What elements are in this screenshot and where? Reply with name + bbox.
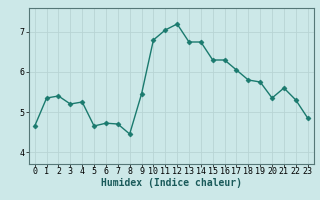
X-axis label: Humidex (Indice chaleur): Humidex (Indice chaleur) — [101, 178, 242, 188]
